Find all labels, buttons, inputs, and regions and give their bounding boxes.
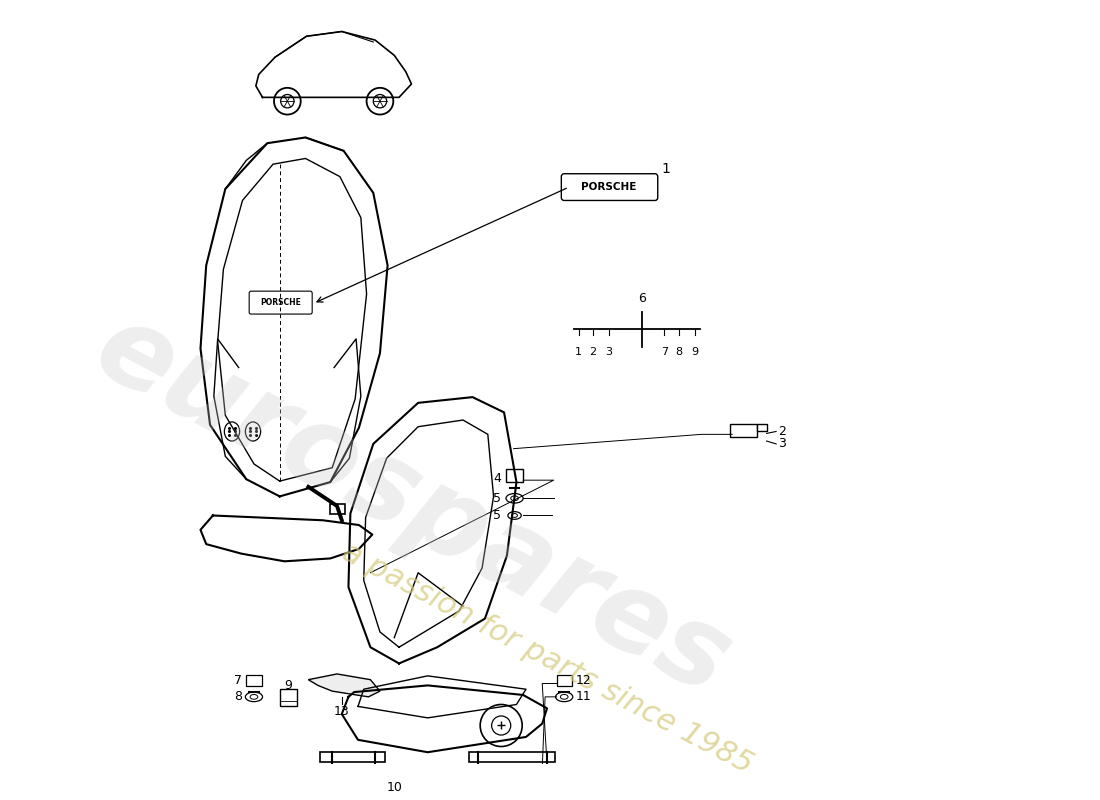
- Circle shape: [492, 716, 510, 735]
- Bar: [246, 675, 262, 686]
- Bar: [356, 781, 432, 794]
- Text: 13: 13: [334, 705, 350, 718]
- Text: 9: 9: [692, 346, 698, 357]
- FancyBboxPatch shape: [330, 504, 344, 514]
- Ellipse shape: [506, 494, 524, 503]
- Text: 3: 3: [778, 438, 785, 450]
- Circle shape: [373, 94, 386, 108]
- Ellipse shape: [560, 694, 568, 699]
- Circle shape: [280, 94, 294, 108]
- Text: a passion for parts since 1985: a passion for parts since 1985: [337, 538, 757, 780]
- Text: PORSCHE: PORSCHE: [582, 182, 637, 192]
- Text: 5: 5: [493, 509, 502, 522]
- Text: 6: 6: [638, 291, 647, 305]
- Text: 8: 8: [675, 346, 682, 357]
- Bar: [506, 469, 524, 482]
- Text: 1: 1: [575, 346, 582, 357]
- Bar: [557, 675, 572, 686]
- Text: 7: 7: [661, 346, 668, 357]
- Text: 5: 5: [493, 492, 502, 505]
- Circle shape: [274, 88, 300, 114]
- Text: 8: 8: [234, 690, 242, 703]
- Circle shape: [366, 88, 394, 114]
- Ellipse shape: [556, 692, 573, 702]
- Text: 1: 1: [662, 162, 671, 176]
- Ellipse shape: [245, 422, 261, 441]
- Text: PORSCHE: PORSCHE: [261, 298, 301, 307]
- Ellipse shape: [224, 422, 240, 441]
- Text: 3: 3: [606, 346, 613, 357]
- Polygon shape: [308, 674, 380, 697]
- Bar: [757, 424, 767, 431]
- Text: eurospares: eurospares: [78, 294, 749, 718]
- Ellipse shape: [510, 496, 518, 501]
- Bar: [320, 752, 385, 762]
- Text: 2: 2: [590, 346, 596, 357]
- Text: 2: 2: [778, 425, 785, 438]
- Ellipse shape: [508, 512, 521, 519]
- Text: 4: 4: [493, 472, 502, 485]
- Ellipse shape: [512, 514, 517, 518]
- Text: 12: 12: [575, 674, 592, 687]
- Text: 10: 10: [386, 781, 403, 794]
- Ellipse shape: [250, 694, 257, 699]
- Circle shape: [481, 705, 522, 746]
- Ellipse shape: [245, 692, 263, 702]
- FancyBboxPatch shape: [561, 174, 658, 201]
- Text: 9: 9: [285, 679, 293, 692]
- Bar: [469, 752, 554, 762]
- Bar: [279, 690, 297, 706]
- Text: 11: 11: [575, 690, 592, 703]
- FancyBboxPatch shape: [250, 291, 312, 314]
- Text: 7: 7: [234, 674, 242, 687]
- Bar: [730, 424, 757, 438]
